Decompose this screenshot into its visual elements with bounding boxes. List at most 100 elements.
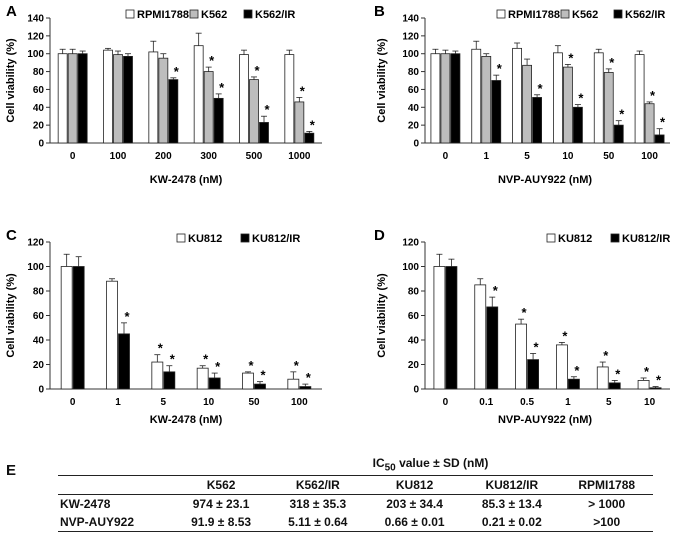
y-tick-label: 20 <box>408 121 420 132</box>
bar <box>113 54 123 144</box>
significance-star: * <box>644 364 650 379</box>
y-tick-label: 120 <box>27 31 44 42</box>
significance-star: * <box>615 366 621 381</box>
panel-letter: C <box>6 227 17 244</box>
bar <box>106 280 118 390</box>
significance-star: * <box>656 373 662 388</box>
table-row: NVP-AUY922 91.9 ± 8.53 5.11 ± 0.64 0.66 … <box>58 513 653 532</box>
significance-star: * <box>124 309 130 324</box>
table-header-cell: RPMI1788 <box>578 478 636 493</box>
bar <box>208 377 221 390</box>
x-tick-label: 0 <box>443 151 449 162</box>
x-tick-label: 10 <box>644 397 656 408</box>
bar <box>148 51 159 144</box>
bar <box>433 266 446 390</box>
legend-swatch <box>610 233 620 243</box>
bar <box>491 80 502 144</box>
table-cell: 91.9 ± 8.53 <box>191 515 252 530</box>
legend-label: K562 <box>572 9 598 21</box>
panel-letter: B <box>374 3 385 20</box>
bar <box>304 132 315 144</box>
x-axis-title: KW-2478 (nM) <box>150 414 223 426</box>
bar <box>284 54 295 144</box>
y-tick-label: 20 <box>408 360 420 371</box>
legend-label: KU812 <box>188 233 222 245</box>
significance-star: * <box>310 117 316 132</box>
y-tick-label: 140 <box>27 14 44 25</box>
y-tick-label: 100 <box>402 262 419 273</box>
x-tick-label: 0.1 <box>479 397 493 408</box>
y-tick-label: 0 <box>413 139 419 150</box>
y-tick-label: 40 <box>408 103 420 114</box>
bar <box>193 45 204 144</box>
bar <box>77 53 88 144</box>
y-tick-label: 0 <box>413 385 419 396</box>
table-caption: IC50 value ± SD (nM) <box>58 456 653 473</box>
bar <box>481 55 492 144</box>
legend-swatch <box>546 233 556 243</box>
table-cell: 5.11 ± 0.64 <box>288 515 348 530</box>
x-tick-label: 10 <box>203 397 215 408</box>
y-tick-label: 80 <box>33 67 45 78</box>
bar <box>67 53 78 144</box>
significance-star: * <box>170 352 176 367</box>
bar <box>123 55 133 144</box>
bar <box>603 72 614 144</box>
bar <box>450 53 461 144</box>
ic50-data-table: K562 K562/IR KU812 KU812/IR RPMI1788 KW-… <box>58 475 653 532</box>
significance-star: * <box>609 55 615 70</box>
bar <box>168 79 179 144</box>
legend-label: RPMI1788 <box>137 9 189 21</box>
bar <box>474 284 487 390</box>
legend-label: K562/IR <box>255 9 295 21</box>
panel-letter-e: E <box>6 462 17 479</box>
bar <box>60 266 73 390</box>
significance-star: * <box>306 370 312 385</box>
table-header-cell <box>58 476 172 495</box>
significance-star: * <box>209 53 215 68</box>
bar <box>486 306 499 390</box>
bar <box>515 323 527 390</box>
bar <box>593 52 604 144</box>
table-caption-post: value ± SD (nM) <box>395 456 489 470</box>
x-tick-label: 300 <box>200 151 217 162</box>
x-tick-label: 1 <box>565 397 571 408</box>
legend-swatch <box>189 9 199 19</box>
significance-star: * <box>215 359 221 374</box>
significance-star: * <box>300 83 306 98</box>
significance-star: * <box>493 283 499 298</box>
y-axis-title: Cell viability (%) <box>5 38 17 123</box>
table-row-label: KW-2478 <box>60 497 111 512</box>
y-tick-label: 20 <box>33 121 45 132</box>
bar <box>203 71 214 144</box>
legend-label: K562/IR <box>625 9 665 21</box>
table-header-row: K562 K562/IR KU812 KU812/IR RPMI1788 <box>58 475 653 495</box>
legend-swatch <box>613 9 623 19</box>
x-tick-label: 0.5 <box>520 397 534 408</box>
y-tick-label: 20 <box>33 360 45 371</box>
legend-swatch <box>243 9 253 19</box>
x-tick-label: 0 <box>70 151 76 162</box>
bar <box>573 106 583 144</box>
significance-star: * <box>568 50 574 65</box>
bar <box>532 97 542 144</box>
significance-star: * <box>650 88 656 103</box>
bar <box>608 382 621 390</box>
legend-swatch <box>496 9 506 19</box>
y-tick-label: 100 <box>402 49 419 60</box>
bar <box>637 380 650 390</box>
bar <box>596 366 609 390</box>
significance-star: * <box>522 305 528 320</box>
y-tick-label: 60 <box>33 85 45 96</box>
x-tick-label: 500 <box>246 151 263 162</box>
y-tick-label: 0 <box>38 139 44 150</box>
panel-letter: D <box>374 227 385 244</box>
table-cell: 974 ± 23.1 <box>192 497 250 512</box>
bar <box>440 53 451 144</box>
table-cell: 203 ± 34.4 <box>386 497 443 512</box>
table-cell: 0.21 ± 0.02 <box>481 515 542 530</box>
bar <box>294 101 305 144</box>
x-tick-label: 100 <box>291 397 308 408</box>
